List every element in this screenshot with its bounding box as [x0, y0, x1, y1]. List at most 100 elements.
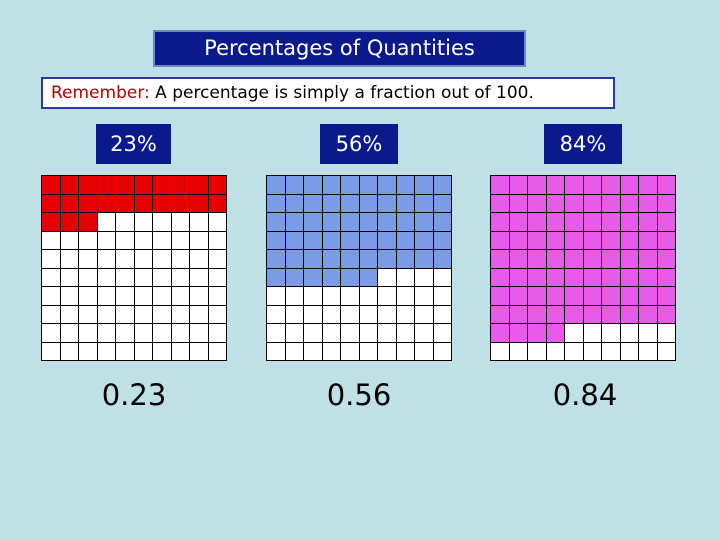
grid-cell-empty [79, 342, 97, 360]
grid-cell-empty [620, 342, 638, 360]
grid-cell-empty [97, 342, 115, 360]
grid-cell-empty [396, 268, 414, 286]
grid-cell-empty [433, 342, 451, 360]
grid-cell-empty [42, 231, 60, 249]
grid-cell-empty [359, 305, 377, 323]
grid-cell-empty [322, 324, 340, 342]
grid-cell-filled [378, 231, 396, 249]
grid-cell-filled [97, 194, 115, 212]
grid-cell-empty [657, 324, 675, 342]
grid-cell-filled [171, 194, 189, 212]
grid-cell-empty [267, 287, 285, 305]
grid-cell-filled [546, 194, 564, 212]
grid-cell-filled [657, 268, 675, 286]
grid-cell-filled [491, 194, 509, 212]
grid-cell-filled [208, 176, 226, 194]
grid-cell-empty [639, 324, 657, 342]
grid-cell-filled [657, 287, 675, 305]
grid-cell-filled [546, 324, 564, 342]
grid-cell-filled [639, 231, 657, 249]
grid-cell-filled [620, 176, 638, 194]
grid-cell-empty [602, 342, 620, 360]
grid-cell-filled [509, 250, 527, 268]
grid-cell-filled [620, 213, 638, 231]
grid-cell-filled [359, 194, 377, 212]
grid-cell-empty [42, 305, 60, 323]
grid-cell-empty [190, 250, 208, 268]
hundred-grid-56 [266, 175, 452, 361]
grid-cell-empty [378, 287, 396, 305]
grid-cell-filled [583, 250, 601, 268]
grid-cell-filled [322, 231, 340, 249]
grid-cell-filled [378, 194, 396, 212]
grid-cell-empty [322, 287, 340, 305]
grid-cell-filled [208, 194, 226, 212]
percent-label-56: 56% [320, 124, 398, 164]
grid-cell-empty [396, 305, 414, 323]
grid-cell-filled [433, 231, 451, 249]
grid-cell-filled [171, 176, 189, 194]
grid-cell-empty [171, 231, 189, 249]
grid-cell-empty [42, 342, 60, 360]
grid-cell-filled [359, 268, 377, 286]
grid-cell-filled [509, 213, 527, 231]
grid-cell-filled [491, 250, 509, 268]
grid-cell-filled [528, 268, 546, 286]
grid-cell-empty [190, 268, 208, 286]
grid-cell-filled [546, 268, 564, 286]
grid-cell-empty [42, 287, 60, 305]
grid-cell-empty [60, 250, 78, 268]
grid-cell-filled [60, 194, 78, 212]
grid-cell-filled [509, 194, 527, 212]
grid-cell-empty [415, 342, 433, 360]
grid-cell-filled [415, 194, 433, 212]
grid-cell-filled [602, 287, 620, 305]
grid-cell-empty [190, 231, 208, 249]
grid-cell-filled [602, 231, 620, 249]
grid-cell-empty [208, 342, 226, 360]
grid-cell-filled [620, 250, 638, 268]
grid-cell-empty [97, 305, 115, 323]
remember-label: Remember: [51, 83, 150, 103]
grid-cell-empty [116, 231, 134, 249]
grid-cell-filled [341, 231, 359, 249]
grid-cell-empty [208, 305, 226, 323]
grid-cell-empty [153, 213, 171, 231]
grid-cell-filled [620, 305, 638, 323]
grid-cell-filled [509, 324, 527, 342]
grid-cell-filled [433, 194, 451, 212]
grid-cell-filled [267, 176, 285, 194]
grid-cell-empty [304, 342, 322, 360]
grid-cell-empty [396, 342, 414, 360]
grid-cell-filled [285, 213, 303, 231]
grid-cell-empty [378, 268, 396, 286]
grid-cell-empty [359, 324, 377, 342]
grid-cell-filled [116, 194, 134, 212]
grid-cell-filled [565, 287, 583, 305]
grid-cell-filled [415, 176, 433, 194]
grid-cell-filled [285, 231, 303, 249]
grid-cell-empty [341, 324, 359, 342]
grid-cell-filled [322, 268, 340, 286]
grid-cell-filled [602, 250, 620, 268]
grid-cell-filled [657, 176, 675, 194]
grid-cell-filled [415, 213, 433, 231]
grid-cell-empty [153, 287, 171, 305]
grid-cell-empty [134, 324, 152, 342]
grid-cell-empty [60, 324, 78, 342]
grid-cell-empty [639, 342, 657, 360]
grid-cell-empty [171, 268, 189, 286]
grid-cell-empty [415, 324, 433, 342]
grid-cell-filled [134, 176, 152, 194]
grid-cell-filled [620, 194, 638, 212]
grid-cell-filled [396, 213, 414, 231]
grid-cell-empty [97, 287, 115, 305]
grid-cell-empty [134, 268, 152, 286]
grid-cell-empty [116, 213, 134, 231]
grid-cell-empty [341, 287, 359, 305]
grid-cell-empty [97, 213, 115, 231]
grid-cell-filled [359, 176, 377, 194]
grid-cell-filled [528, 194, 546, 212]
grid-cell-filled [509, 287, 527, 305]
grid-cell-empty [134, 213, 152, 231]
